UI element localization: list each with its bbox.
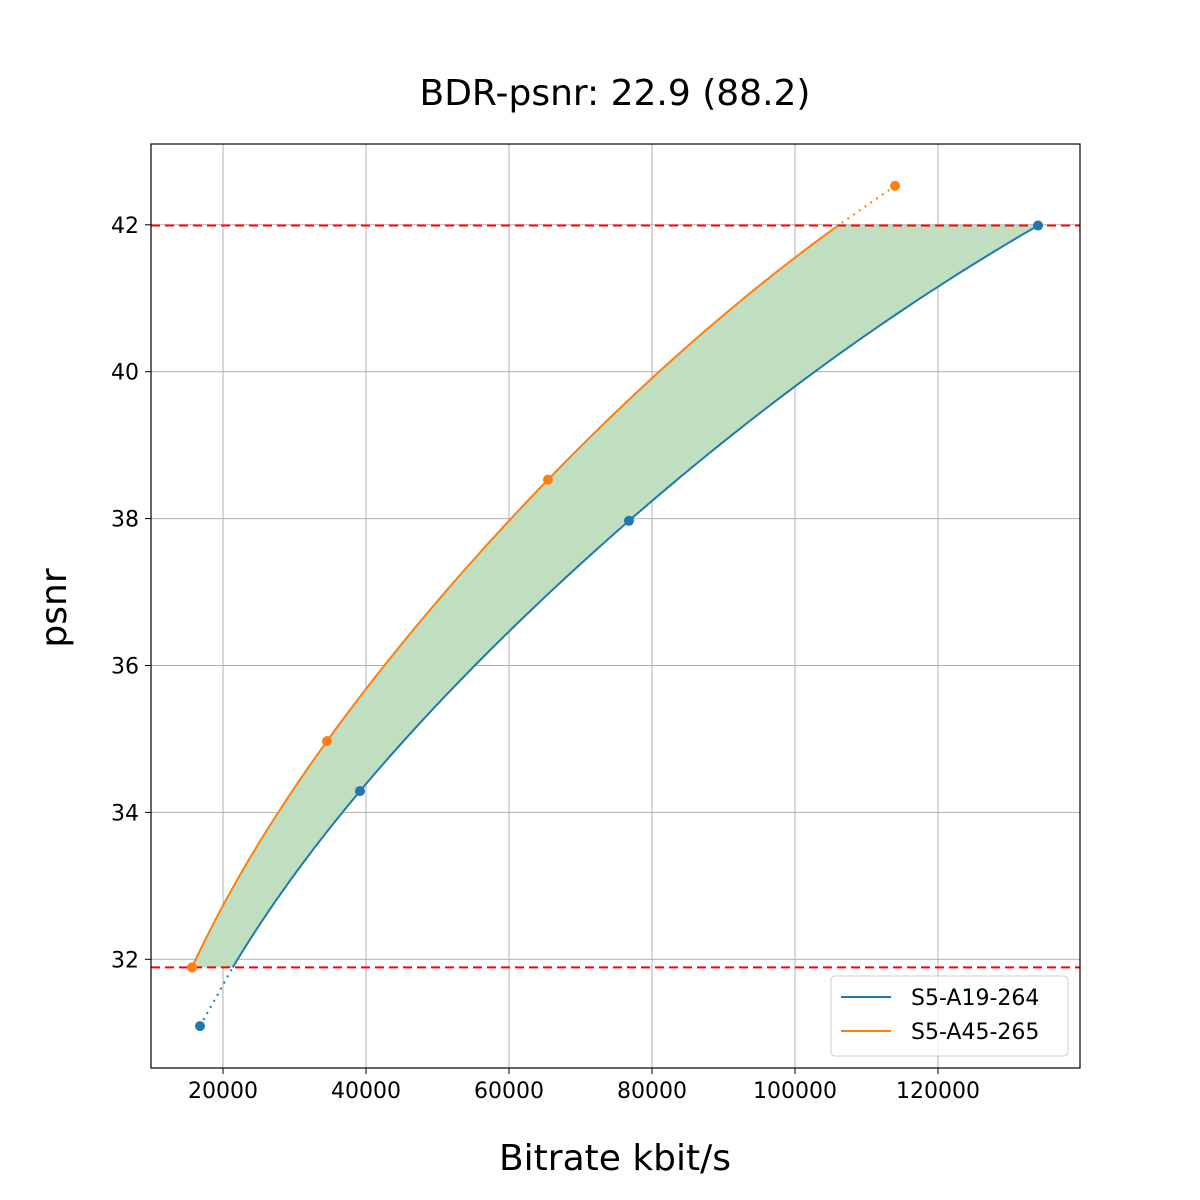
data-point [321,736,332,747]
x-tick-label: 100000 [753,1079,837,1104]
series-extension [837,185,896,227]
x-tick-label: 40000 [331,1079,401,1104]
data-point [354,786,365,797]
series-extension [199,966,234,1027]
data-point [1033,220,1044,231]
data-point [542,474,553,485]
x-axis-label: Bitrate kbit/s [499,1138,731,1179]
series-curve-0 [231,224,1039,968]
data-point [890,180,901,191]
plot-frame [150,143,1081,1069]
y-tick-label: 36 [111,654,139,679]
y-tick-label: 32 [111,948,139,973]
data-point [194,1021,205,1032]
data-point [623,515,634,526]
y-tick-label: 40 [111,361,139,386]
y-axis-label: psnr [34,568,75,647]
series-curve-1 [191,224,839,968]
y-tick-label: 42 [111,214,139,239]
chart-title: BDR-psnr: 22.9 (88.2) [420,73,811,114]
legend-label-1: S5-A45-265 [911,1020,1039,1045]
x-tick-label: 80000 [617,1079,687,1104]
x-tick-label: 20000 [188,1079,258,1104]
legend-label-0: S5-A19-264 [911,986,1039,1011]
data-point [186,962,197,973]
y-tick-label: 34 [111,801,139,826]
bd-fill-area [191,225,1039,968]
y-tick-label: 38 [111,508,139,533]
x-tick-label: 60000 [474,1079,544,1104]
legend: S5-A19-264 S5-A45-265 [830,975,1069,1057]
x-tick-label: 120000 [896,1079,980,1104]
